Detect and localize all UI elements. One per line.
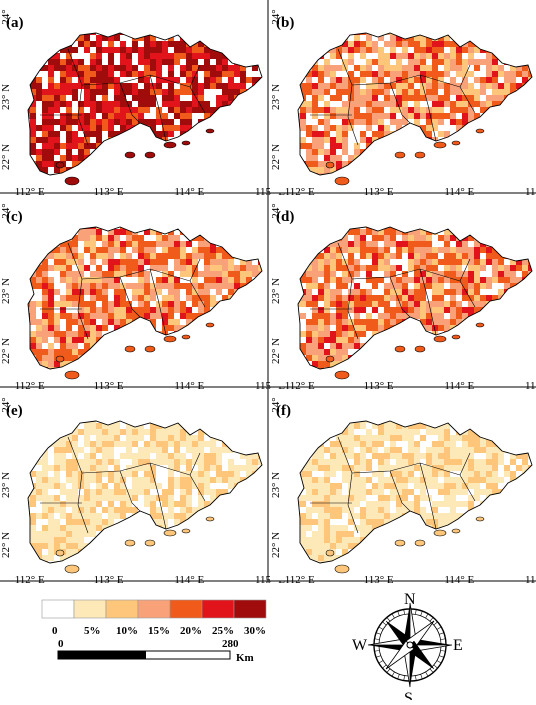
latitude-tick-label: 24°: [270, 203, 282, 218]
longitude-tick-label: 112° E: [285, 380, 315, 392]
legend-swatch: [105, 599, 139, 619]
latitude-tick-label: 24°: [0, 9, 12, 24]
panel-label: (f): [276, 403, 291, 419]
map-panel: (f) 112° E 113° E 114° E 115° E 24° 23° N 22° N: [270, 393, 536, 586]
legend-label: 30%: [244, 625, 266, 637]
latitude-tick-label: 23° N: [0, 472, 12, 498]
region-outline: [27, 226, 263, 370]
latitude-tick-label: 22° N: [0, 338, 12, 364]
longitude-tick-label: 113° E: [94, 186, 124, 198]
scale-bar-black-segment: [58, 651, 146, 659]
region-outline: [27, 32, 263, 176]
longitude-tick-label: 112° E: [15, 186, 45, 198]
legend-label: 5%: [84, 625, 101, 637]
latitude-tick-label: 22° N: [270, 338, 282, 364]
legend: 0 5% 10% 15% 20% 25% 30%: [41, 599, 267, 637]
compass-rose-icon: N S E W: [352, 591, 463, 705]
compass-north: N: [404, 591, 416, 608]
longitude-tick-label: 114° E: [444, 574, 474, 586]
legend-swatches: [41, 599, 267, 619]
compass-east: E: [453, 637, 463, 654]
map-panel: (b) 112° E 113° E 114° E 115° E 24° 23° N 22° N: [270, 5, 536, 198]
latitude-tick-label: 24°: [270, 397, 282, 412]
map-panel: (e)112° E 113° E 114° E 115° E24°23° N22° N: [0, 393, 285, 586]
longitude-tick-label: 113° E: [364, 186, 394, 198]
longitude-tick-label: 115° E: [525, 380, 536, 392]
region-outline: [27, 420, 263, 564]
longitude-tick-label: 113° E: [94, 380, 124, 392]
panel-label: (e): [6, 403, 23, 419]
map-panel: (d) 112° E 113° E 114° E 115° E 24° 23° N 22° N: [270, 199, 536, 392]
latitude-tick-label: 24°: [0, 397, 12, 412]
latitude-tick-label: 24°: [270, 9, 282, 24]
legend-swatch: [41, 599, 75, 619]
longitude-tick-label: 114° E: [174, 574, 204, 586]
legend-swatch: [137, 599, 171, 619]
compass-west: W: [352, 637, 368, 654]
longitude-tick-label: 113° E: [364, 574, 394, 586]
region-outline: [297, 420, 533, 564]
region-outline: [297, 32, 533, 176]
legend-swatch: [201, 599, 235, 619]
longitude-tick-label: 114° E: [174, 380, 204, 392]
latitude-tick-label: 22° N: [0, 144, 12, 170]
panel-label: (d): [276, 209, 294, 225]
latitude-tick-label: 23° N: [270, 278, 282, 304]
region-outline: [297, 226, 533, 370]
legend-labels: 0 5% 10% 15% 20% 25% 30%: [52, 625, 266, 637]
longitude-tick-label: 115° E: [525, 574, 536, 586]
legend-label: 25%: [212, 625, 234, 637]
legend-label: 20%: [180, 625, 202, 637]
compass-south: S: [404, 690, 413, 700]
latitude-tick-label: 24°: [0, 203, 12, 218]
longitude-tick-label: 112° E: [15, 380, 45, 392]
panel-label: (c): [6, 209, 23, 225]
longitude-tick-label: 112° E: [15, 574, 45, 586]
map-panel: (c)112° E 113° E 114° E 115° E24°23° N22° N: [0, 199, 285, 392]
panel-label: (a): [6, 15, 24, 31]
legend-label: 10%: [116, 625, 138, 637]
map-panels: (a) 112° E 113° E 114° E 115° E 24° 23° N 22° N…: [0, 0, 536, 586]
latitude-tick-label: 23° N: [270, 84, 282, 110]
legend-swatch: [233, 599, 267, 619]
legend-swatch: [169, 599, 203, 619]
legend-label: 15%: [148, 625, 170, 637]
legend-swatch: [73, 599, 107, 619]
map-panel: (a)112° E 113° E 114° E 115° E24°23° N22° N: [0, 5, 285, 198]
longitude-tick-label: 114° E: [444, 186, 474, 198]
scale-unit-label: Km: [236, 652, 254, 664]
scale-bar: 0 280 Km: [57, 638, 254, 664]
longitude-tick-label: 112° E: [285, 574, 315, 586]
scale-end-label: 280: [222, 638, 239, 650]
longitude-tick-label: 114° E: [444, 380, 474, 392]
latitude-tick-label: 23° N: [270, 472, 282, 498]
panel-label: (b): [276, 15, 294, 31]
longitude-tick-label: 113° E: [94, 574, 124, 586]
longitude-tick-label: 113° E: [364, 380, 394, 392]
latitude-tick-label: 23° N: [0, 84, 12, 110]
latitude-tick-label: 23° N: [0, 278, 12, 304]
legend-label: 0: [52, 625, 58, 637]
scale-start-label: 0: [58, 638, 64, 650]
longitude-tick-label: 112° E: [285, 186, 315, 198]
latitude-tick-label: 22° N: [0, 532, 12, 558]
longitude-tick-label: 115° E: [525, 186, 536, 198]
longitude-tick-label: 114° E: [174, 186, 204, 198]
latitude-tick-label: 22° N: [270, 532, 282, 558]
latitude-tick-label: 22° N: [270, 144, 282, 170]
